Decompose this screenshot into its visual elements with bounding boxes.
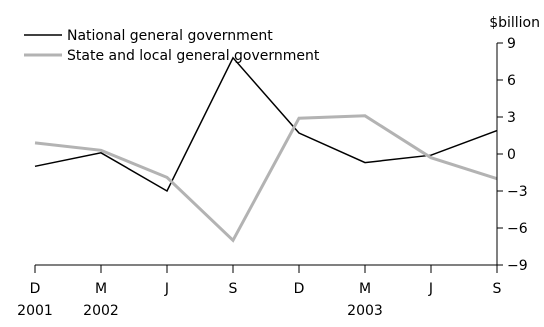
y-tick-label: 9: [507, 36, 516, 52]
series-line-1: [34, 56, 498, 193]
x-tick-label: J: [164, 281, 169, 297]
series-layer: [34, 56, 498, 243]
x-tick-label: J: [428, 281, 433, 297]
series-line-2: [34, 114, 498, 243]
x-tick-label: M: [95, 281, 107, 297]
x-tick-label: S: [493, 281, 502, 297]
y-tick-label: −9: [507, 258, 528, 274]
x-tick-label: D: [294, 281, 305, 297]
y-tick-label: 0: [507, 147, 516, 163]
y-tick-label: −6: [507, 221, 528, 237]
ticks-layer: 9 6 3 0 −3 −6 −9 D M J S D M J S 2001 2002 2003: [17, 36, 528, 319]
y-tick-label: −3: [507, 184, 528, 200]
legend: National general government State and loc…: [24, 28, 320, 64]
x-tick-label: S: [229, 281, 238, 297]
x-tick-label: D: [30, 281, 41, 297]
legend-label-2: State and local general government: [67, 48, 320, 64]
y-axis-label: $billion: [489, 15, 540, 31]
legend-label-1: National general government: [67, 28, 273, 44]
y-tick-label: 3: [507, 110, 516, 126]
x-tick-label: M: [359, 281, 371, 297]
x-year-label: 2002: [83, 303, 119, 319]
x-year-label: 2003: [347, 303, 383, 319]
x-year-label: 2001: [17, 303, 53, 319]
y-tick-label: 6: [507, 73, 516, 89]
